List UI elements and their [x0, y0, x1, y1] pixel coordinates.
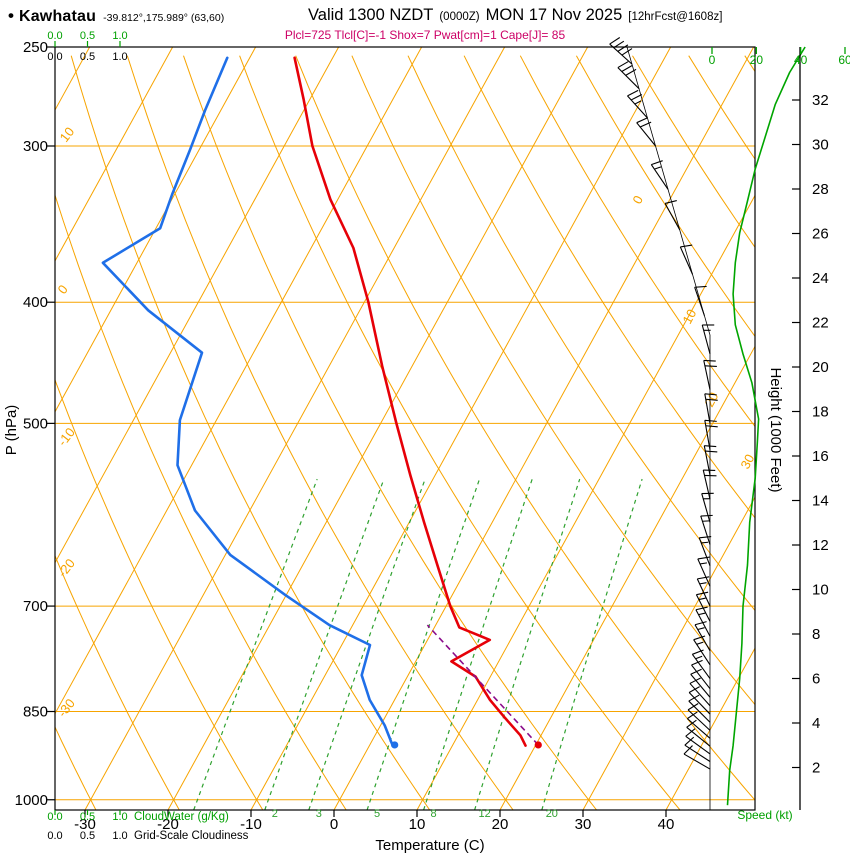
pressure-axis-title: P (hPa) — [3, 405, 20, 456]
station-bullet-icon: • — [8, 6, 14, 25]
svg-text:250: 250 — [23, 39, 48, 56]
station-name: Kawhatau — [18, 8, 97, 25]
forecast-tag: [12hrFcst@1608z] — [628, 11, 723, 23]
chart-header: • Kawhatau -39.812°,175.989° (63,60) — [8, 6, 224, 26]
svg-text:0: 0 — [709, 53, 716, 67]
svg-text:0.0: 0.0 — [47, 830, 62, 842]
surface-dewpoint-marker — [391, 741, 399, 749]
svg-text:0.0: 0.0 — [47, 30, 62, 42]
grid-lines — [55, 47, 755, 810]
cloud-scales: 0.0 0.0 0.0 0.0 0.5 0.5 0.5 0.5 1.0 1.0 1.0 1.0 Clou… — [47, 30, 248, 842]
svg-text:26: 26 — [812, 226, 829, 243]
svg-text:18: 18 — [812, 404, 829, 421]
svg-text:2: 2 — [272, 808, 278, 820]
svg-text:850: 850 — [23, 704, 48, 721]
svg-text:3: 3 — [316, 808, 322, 820]
valid-date: MON 17 Nov 2025 — [485, 6, 623, 24]
wind-speed-curve — [726, 46, 806, 806]
svg-text:4: 4 — [812, 715, 820, 732]
svg-text:500: 500 — [23, 415, 48, 432]
svg-text:-20: -20 — [157, 816, 179, 833]
temperature-axis: -30 -20 -10 0 10 20 30 40 Temperature (C) — [74, 810, 674, 854]
valid-time-row: Valid 1300 NZDT (0000Z) MON 17 Nov 2025 … — [308, 6, 722, 25]
dewpoint-curve — [101, 56, 394, 747]
svg-text:0.5: 0.5 — [80, 830, 95, 842]
mixing-ratio-labels: 2 3 5 8 12 20 — [272, 808, 558, 820]
svg-text:0.0: 0.0 — [47, 811, 62, 823]
valid-zulu: (0000Z) — [439, 11, 480, 23]
svg-text:6: 6 — [812, 671, 820, 688]
svg-text:30: 30 — [737, 452, 757, 472]
station-coords: -39.812°,175.989° (63,60) — [103, 12, 225, 24]
svg-text:24: 24 — [812, 270, 829, 287]
svg-text:30: 30 — [575, 816, 592, 833]
cloudwater-label: CloudWater (g/Kg) — [134, 811, 229, 823]
svg-text:16: 16 — [812, 448, 829, 465]
svg-text:1.0: 1.0 — [112, 30, 127, 42]
svg-text:20: 20 — [546, 808, 558, 820]
temperature-curve — [293, 56, 527, 747]
svg-text:22: 22 — [812, 315, 829, 332]
svg-text:28: 28 — [812, 181, 829, 198]
svg-text:400: 400 — [23, 294, 48, 311]
svg-text:8: 8 — [431, 808, 437, 820]
svg-text:12: 12 — [812, 537, 829, 554]
svg-text:30: 30 — [812, 137, 829, 154]
stability-indices: Plcl=725 Tlcl[C]=-1 Shox=7 Pwat[cm]=1 Ca… — [284, 28, 566, 42]
pressure-axis: 250 300 400 500 700 850 1000 — [15, 39, 55, 809]
svg-text:20: 20 — [750, 53, 764, 67]
valid-time: Valid 1300 NZDT — [308, 6, 434, 24]
svg-text:20: 20 — [492, 816, 509, 833]
svg-text:60: 60 — [838, 53, 850, 67]
svg-text:0: 0 — [330, 816, 338, 833]
svg-text:-10: -10 — [240, 816, 262, 833]
svg-text:10: 10 — [409, 816, 426, 833]
svg-text:2: 2 — [812, 760, 820, 777]
svg-text:10: 10 — [679, 307, 699, 327]
svg-text:1000: 1000 — [15, 792, 48, 809]
wind-barbs — [609, 37, 718, 770]
svg-text:0.5: 0.5 — [80, 51, 95, 63]
height-axis-title: Height (1000 Feet) — [767, 367, 784, 492]
svg-text:0.5: 0.5 — [80, 811, 95, 823]
svg-text:1.0: 1.0 — [112, 51, 127, 63]
speed-axis-title: Speed (kt) — [737, 808, 792, 822]
svg-text:-30: -30 — [74, 816, 96, 833]
svg-text:5: 5 — [374, 808, 380, 820]
parcel-path — [426, 624, 539, 746]
surface-temp-marker — [534, 741, 542, 749]
cloudiness-label: Grid-Scale Cloudiness — [134, 830, 249, 842]
svg-text:12: 12 — [478, 808, 490, 820]
svg-text:14: 14 — [812, 493, 829, 510]
svg-text:32: 32 — [812, 92, 829, 109]
svg-text:300: 300 — [23, 138, 48, 155]
svg-text:1.0: 1.0 — [112, 830, 127, 842]
svg-text:700: 700 — [23, 598, 48, 615]
svg-text:40: 40 — [794, 53, 808, 67]
temperature-axis-title: Temperature (C) — [375, 837, 484, 854]
svg-text:10: 10 — [812, 582, 829, 599]
sounding-curves — [101, 56, 542, 749]
svg-text:8: 8 — [812, 626, 820, 643]
barb-anchor-line — [626, 46, 711, 810]
svg-text:20: 20 — [812, 359, 829, 376]
svg-text:40: 40 — [658, 816, 675, 833]
svg-text:0.5: 0.5 — [80, 30, 95, 42]
svg-text:1.0: 1.0 — [112, 811, 127, 823]
speed-axis: 0 20 40 60 Speed (kt) — [709, 47, 850, 822]
plot-frame — [54, 46, 756, 811]
svg-text:0.0: 0.0 — [47, 51, 62, 63]
